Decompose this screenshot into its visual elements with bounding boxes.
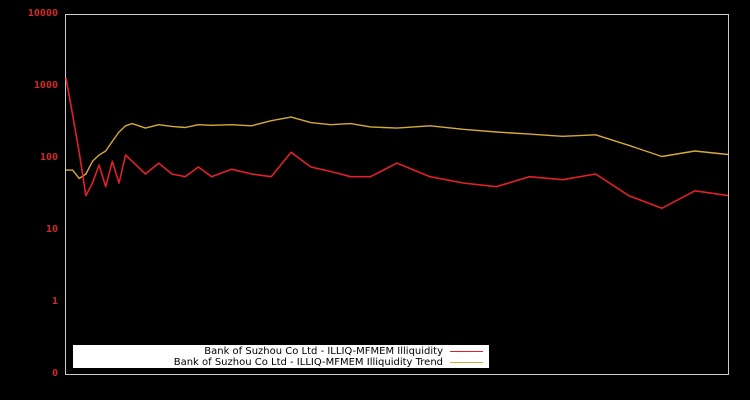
y-tick-label: 0	[51, 368, 58, 379]
y-tick-label: 10000	[27, 8, 58, 19]
y-tick-label: 100	[39, 152, 58, 163]
legend-swatch-red	[450, 351, 483, 352]
legend-label: Bank of Suzhou Co Ltd - ILLIQ-MFMEM Illi…	[173, 357, 443, 368]
series-layer	[65, 77, 729, 210]
legend-item-trend: Bank of Suzhou Co Ltd - ILLIQ-MFMEM Illi…	[174, 357, 483, 368]
y-tick-label: 1000	[33, 80, 58, 91]
y-tick-label: 1	[51, 296, 58, 307]
legend-item-illiquidity: Bank of Suzhou Co Ltd - ILLIQ-MFMEM Illi…	[204, 346, 483, 357]
legend: Bank of Suzhou Co Ltd - ILLIQ-MFMEM Illi…	[73, 345, 489, 368]
illiquidity-trend-line	[66, 116, 729, 180]
legend-swatch-gold	[450, 362, 483, 363]
illiquidity-line	[65, 77, 729, 210]
plot-area-frame	[65, 14, 729, 375]
y-tick-label: 10	[45, 224, 58, 235]
legend-label: Bank of Suzhou Co Ltd - ILLIQ-MFMEM Illi…	[204, 346, 443, 357]
